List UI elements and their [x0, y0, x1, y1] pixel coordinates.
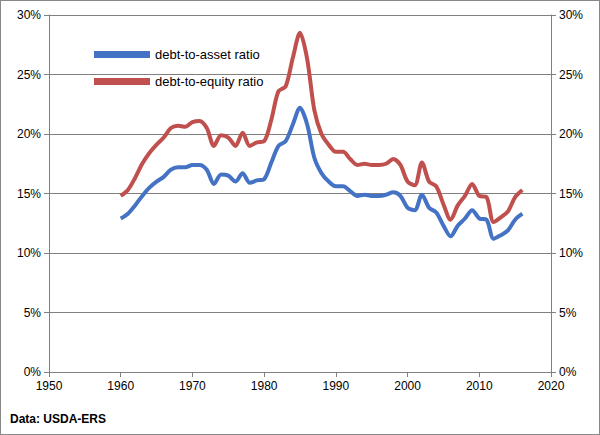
svg-text:15%: 15% — [559, 187, 583, 201]
svg-text:25%: 25% — [17, 68, 41, 82]
svg-text:20%: 20% — [559, 127, 583, 141]
svg-text:0%: 0% — [559, 365, 577, 379]
svg-text:1960: 1960 — [107, 379, 134, 393]
svg-text:1950: 1950 — [36, 379, 63, 393]
svg-text:10%: 10% — [559, 246, 583, 260]
svg-text:5%: 5% — [559, 306, 577, 320]
svg-text:15%: 15% — [17, 187, 41, 201]
svg-text:30%: 30% — [559, 8, 583, 22]
svg-text:1980: 1980 — [251, 379, 278, 393]
svg-text:5%: 5% — [24, 306, 42, 320]
svg-text:1970: 1970 — [179, 379, 206, 393]
svg-text:10%: 10% — [17, 246, 41, 260]
svg-text:Data: USDA-ERS: Data: USDA-ERS — [10, 412, 106, 426]
svg-text:2000: 2000 — [394, 379, 421, 393]
svg-text:0%: 0% — [24, 365, 42, 379]
svg-text:30%: 30% — [17, 8, 41, 22]
svg-text:2010: 2010 — [466, 379, 493, 393]
svg-text:2020: 2020 — [538, 379, 565, 393]
svg-text:25%: 25% — [559, 68, 583, 82]
svg-text:debt-to-asset ratio: debt-to-asset ratio — [155, 47, 260, 62]
svg-text:20%: 20% — [17, 127, 41, 141]
svg-text:1990: 1990 — [323, 379, 350, 393]
svg-text:debt-to-equity ratio: debt-to-equity ratio — [155, 74, 263, 89]
